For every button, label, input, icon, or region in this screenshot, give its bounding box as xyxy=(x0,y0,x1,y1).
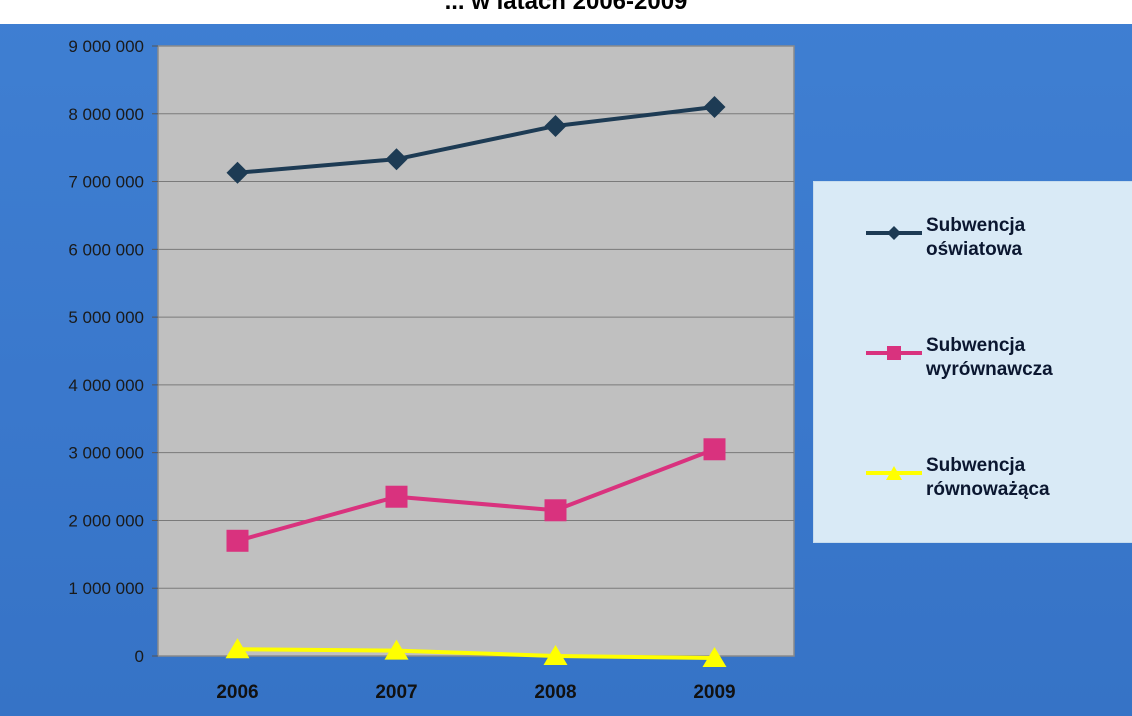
plot-area xyxy=(157,45,795,657)
data-point xyxy=(703,96,726,118)
legend-diamond-icon xyxy=(866,226,922,240)
data-point xyxy=(226,529,249,552)
data-point xyxy=(226,161,249,184)
x-axis-ticks: 2006 2007 2008 2009 xyxy=(216,682,735,703)
y-tick-label: 7 000 000 xyxy=(68,173,144,192)
data-point xyxy=(543,645,568,665)
y-tick-label: 0 xyxy=(135,647,144,666)
title-strip: ... w latach 2006-2009 xyxy=(0,0,1132,24)
series-line xyxy=(236,447,716,543)
legend-label: Subwencja równoważąca xyxy=(926,455,1050,500)
y-tick-label: 1 000 000 xyxy=(68,579,144,598)
x-tick-label: 2007 xyxy=(375,682,417,703)
legend: Subwencja oświatowa Subwencja wyrównawcz… xyxy=(814,182,1132,542)
legend-label: Subwencja oświatowa xyxy=(926,215,1026,260)
series-line xyxy=(237,105,715,175)
y-tick-label: 4 000 000 xyxy=(68,376,144,395)
chart-title: ... w latach 2006-2009 xyxy=(444,0,688,15)
data-point xyxy=(385,485,408,508)
y-tick-label: 2 000 000 xyxy=(68,511,144,530)
legend-square-icon xyxy=(866,346,922,360)
data-point xyxy=(544,499,567,522)
data-point xyxy=(384,639,409,660)
series-lines xyxy=(225,96,727,668)
data-point xyxy=(544,114,567,137)
series-line xyxy=(237,647,715,661)
series-3 xyxy=(225,638,727,668)
grid-lines xyxy=(158,113,794,589)
x-tick-label: 2008 xyxy=(534,682,576,703)
data-point xyxy=(703,438,726,461)
legend-label: Subwencja wyrównawcza xyxy=(926,335,1053,380)
y-tick-label: 5 000 000 xyxy=(68,308,144,327)
data-point xyxy=(385,148,408,171)
x-tick-label: 2006 xyxy=(216,682,258,703)
legend-item-oswiatowa: Subwencja oświatowa xyxy=(866,214,1126,274)
series-1 xyxy=(226,96,726,184)
series-2 xyxy=(226,438,726,552)
data-point xyxy=(702,647,727,668)
y-tick-label: 3 000 000 xyxy=(68,444,144,463)
legend-triangle-icon xyxy=(866,466,922,480)
y-tick-label: 6 000 000 xyxy=(68,240,144,259)
y-tick-label: 8 000 000 xyxy=(68,105,144,124)
legend-item-wyrownawcza: Subwencja wyrównawcza xyxy=(866,334,1126,394)
y-axis-ticks: 0 1 000 000 2 000 000 3 000 000 4 000 000 5 0… xyxy=(68,37,158,666)
legend-item-rownowazaca: Subwencja równoważąca xyxy=(866,454,1126,514)
x-tick-label: 2009 xyxy=(693,682,735,703)
y-tick-label: 9 000 000 xyxy=(68,37,144,56)
data-point xyxy=(225,638,250,659)
